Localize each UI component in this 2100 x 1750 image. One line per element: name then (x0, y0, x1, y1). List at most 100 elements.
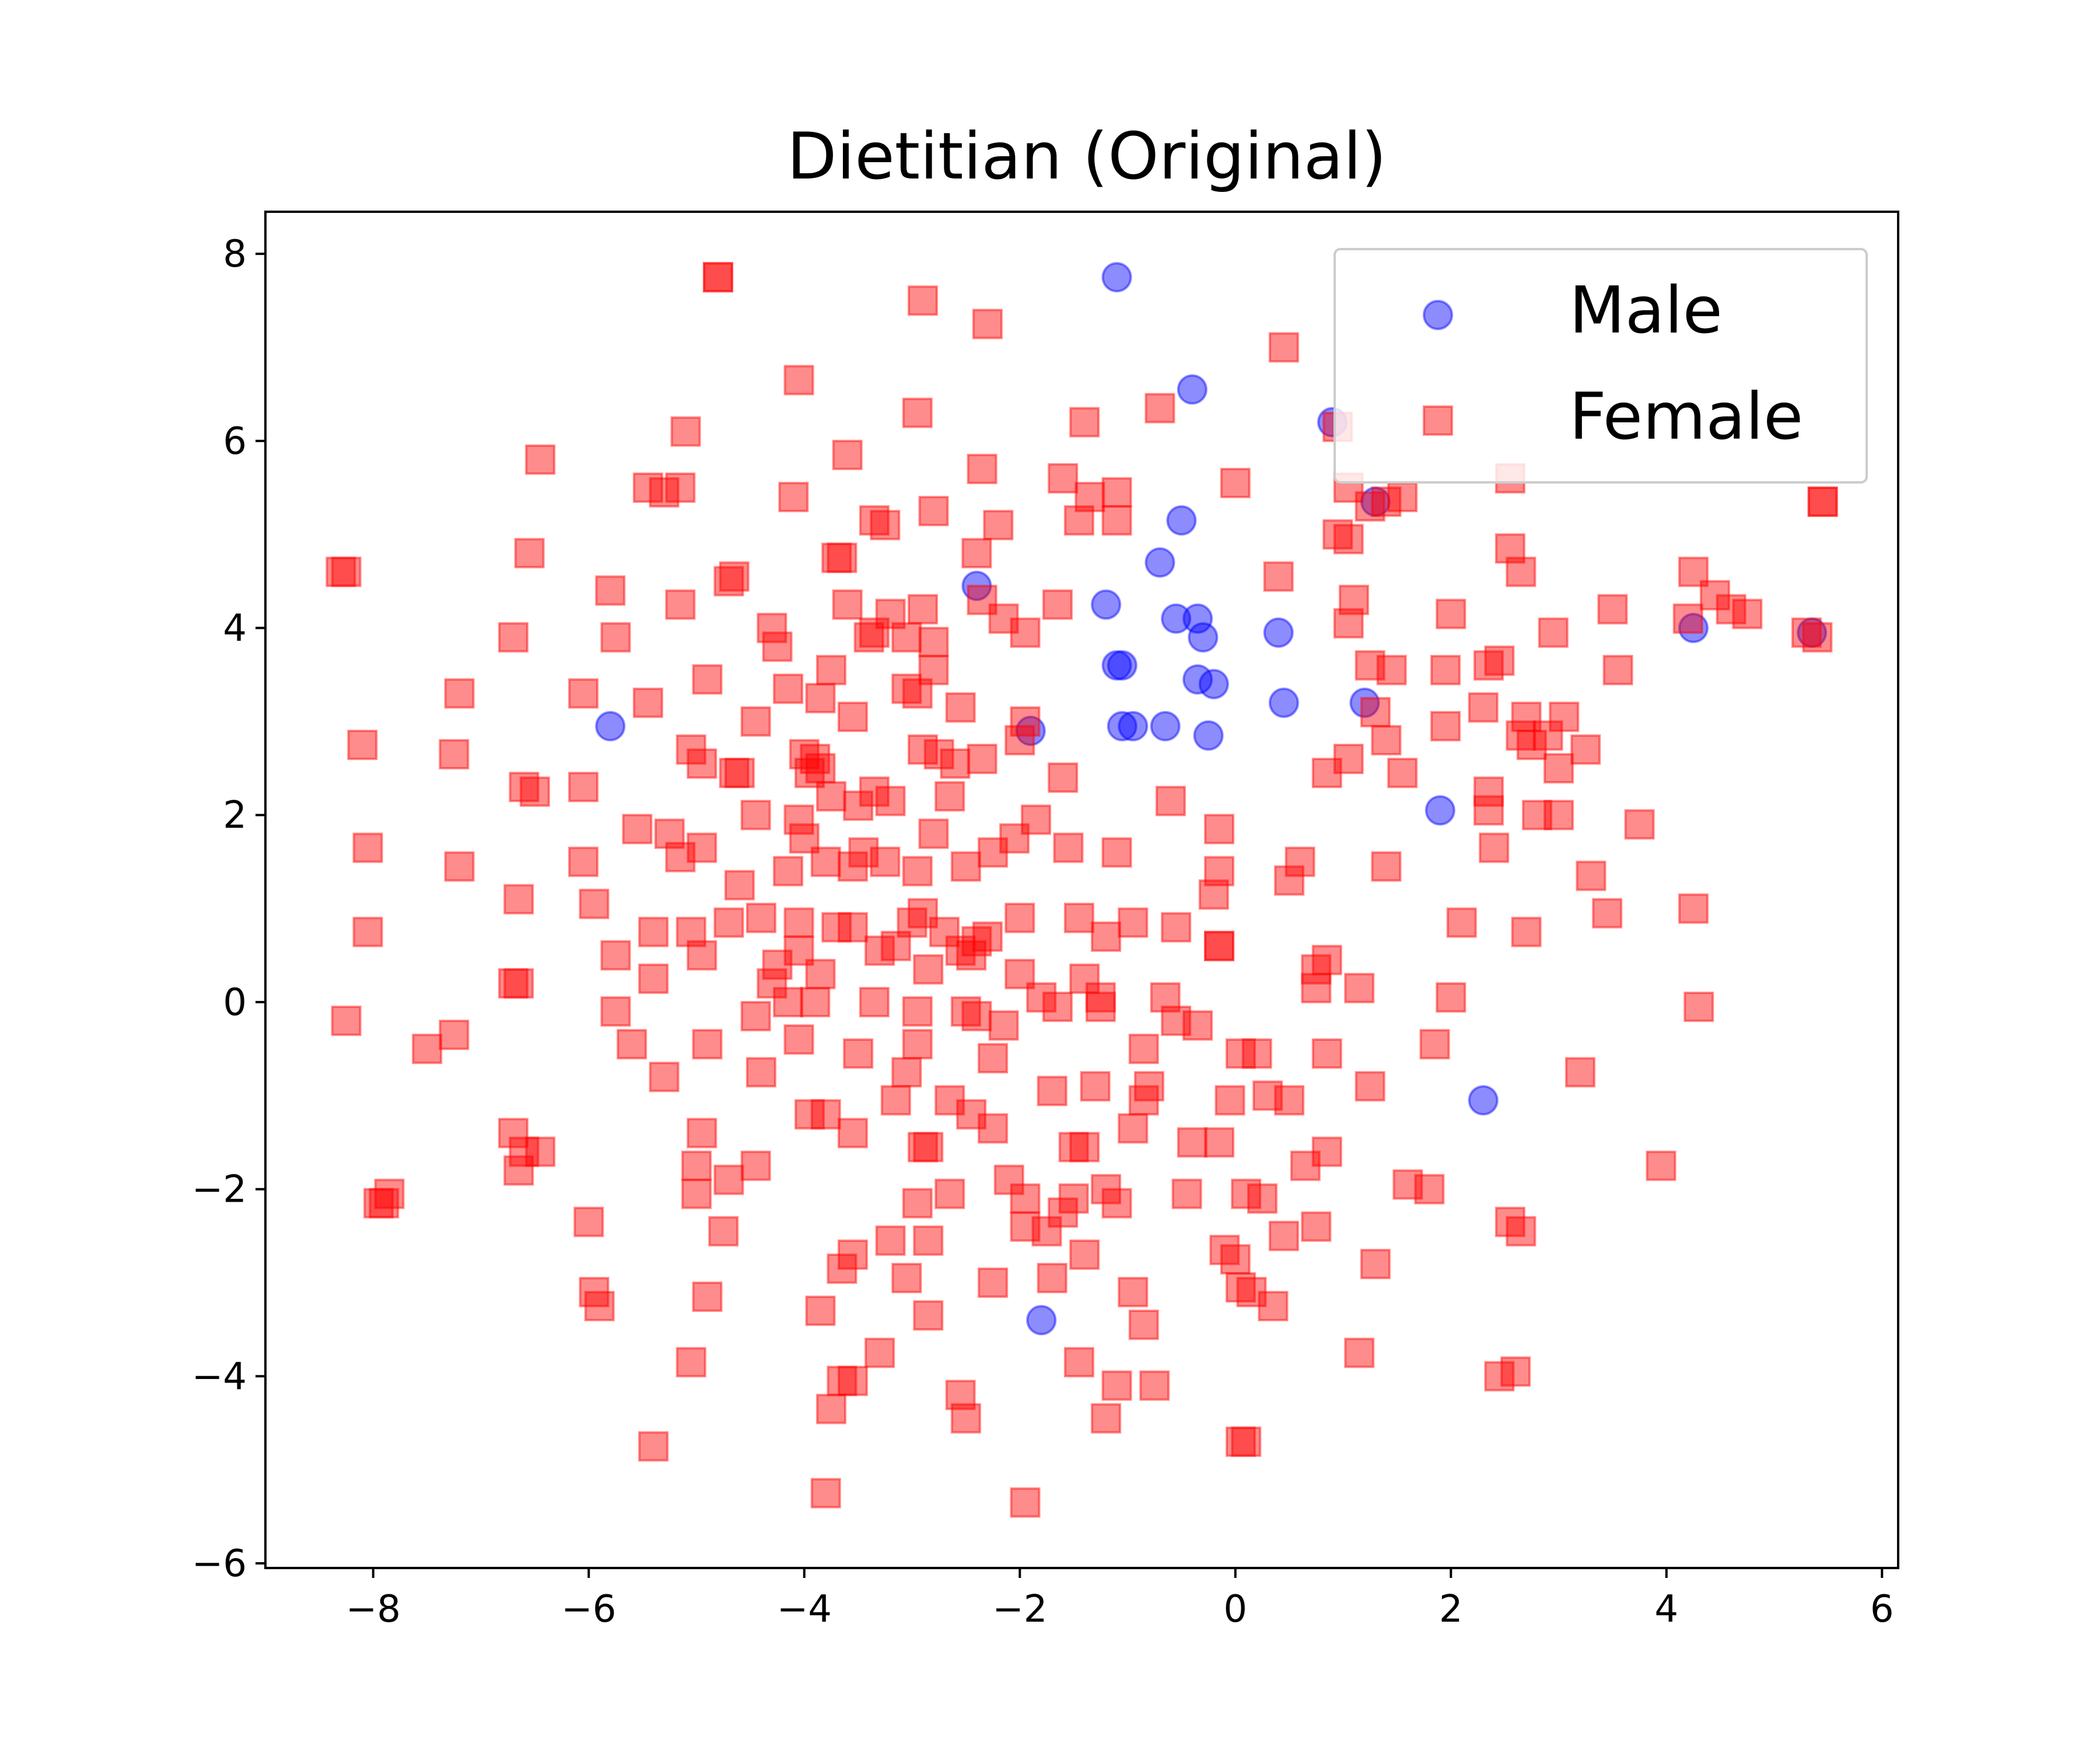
point-female (519, 776, 550, 807)
point-female (978, 1267, 1009, 1298)
point-female (740, 1150, 771, 1181)
x-tick-label: 0 (1223, 1588, 1247, 1631)
point-female (913, 1300, 944, 1331)
point-female (1354, 491, 1385, 522)
point-female (935, 1178, 965, 1209)
point-female (1360, 1248, 1391, 1279)
point-female (816, 1394, 846, 1424)
point-female (1544, 800, 1574, 831)
point-female (837, 1239, 868, 1270)
point-female (1204, 930, 1235, 961)
point-female (665, 589, 696, 620)
point-female (1624, 809, 1655, 840)
point-female (773, 673, 804, 704)
point-female (1311, 944, 1342, 975)
point-female (859, 617, 890, 648)
point-female (999, 823, 1030, 854)
point-male (1193, 720, 1224, 751)
point-female (945, 692, 976, 723)
point-female (692, 1029, 723, 1060)
y-tick-label: −2 (192, 1168, 247, 1212)
point-female (1807, 487, 1838, 517)
point-female (1053, 832, 1084, 863)
point-female (891, 1262, 922, 1293)
point-female (676, 916, 706, 947)
point-female (1446, 907, 1477, 938)
point-female (595, 575, 626, 606)
point-female (746, 902, 776, 933)
point-female (821, 542, 852, 573)
point-female (1494, 533, 1525, 564)
point-female (1214, 1085, 1245, 1116)
point-female (1010, 706, 1041, 737)
point-female (1231, 1178, 1262, 1209)
point-female (654, 818, 685, 849)
point-female (676, 734, 706, 765)
point-female (498, 1118, 528, 1149)
point-female (891, 622, 922, 653)
point-male (1268, 687, 1299, 718)
point-female (902, 1029, 933, 1060)
point-male (1182, 664, 1213, 695)
x-tick-label: −4 (777, 1588, 832, 1631)
point-female (1155, 786, 1186, 817)
point-female (665, 842, 696, 873)
point-female (638, 963, 669, 994)
point-female (514, 538, 545, 569)
point-female (837, 851, 868, 882)
point-female (1204, 930, 1235, 961)
point-female (1037, 1262, 1068, 1293)
point-female (935, 1085, 965, 1116)
point-female (1048, 762, 1079, 793)
point-female (1177, 1127, 1208, 1158)
point-female (1506, 1216, 1536, 1247)
point-female (1387, 482, 1418, 513)
point-female (1484, 645, 1515, 676)
point-female (1042, 589, 1073, 620)
point-female (773, 856, 804, 887)
point-female (907, 285, 938, 316)
point-female (568, 678, 599, 709)
point-female (1500, 1356, 1531, 1387)
point-female (778, 482, 809, 513)
point-female (1069, 1132, 1100, 1163)
point-female (816, 781, 846, 812)
x-tick-label: 6 (1870, 1588, 1894, 1631)
point-male (1166, 505, 1197, 536)
point-female (719, 758, 750, 789)
point-female (719, 561, 750, 592)
point-female (600, 940, 631, 971)
point-female (740, 800, 771, 831)
point-female (1716, 594, 1746, 625)
point-female (875, 786, 906, 817)
point-female (1042, 991, 1073, 1022)
point-female (1549, 701, 1580, 732)
point-female (805, 753, 836, 784)
point-female (1592, 898, 1623, 929)
point-female (681, 1150, 712, 1181)
point-female (1484, 1361, 1515, 1392)
point-female (907, 1132, 938, 1163)
point-female (1371, 851, 1402, 882)
point-female (352, 832, 383, 863)
point-female (326, 556, 356, 587)
point-female (632, 687, 663, 718)
point-female (600, 996, 631, 1027)
point-female (1564, 1057, 1595, 1088)
point-female (1333, 744, 1364, 775)
point-female (1101, 477, 1132, 508)
legend-label-male: Male (1569, 273, 1723, 348)
point-female (692, 1282, 723, 1312)
point-female (1020, 804, 1051, 835)
point-female (902, 856, 933, 887)
point-female (1133, 1071, 1164, 1102)
point-female (800, 986, 831, 1017)
point-male (1101, 262, 1132, 293)
point-female (746, 1057, 776, 1088)
point-female (1311, 1136, 1342, 1167)
point-female (702, 262, 733, 293)
point-female (880, 1085, 911, 1116)
point-female (837, 1118, 868, 1149)
point-female (1204, 856, 1235, 887)
